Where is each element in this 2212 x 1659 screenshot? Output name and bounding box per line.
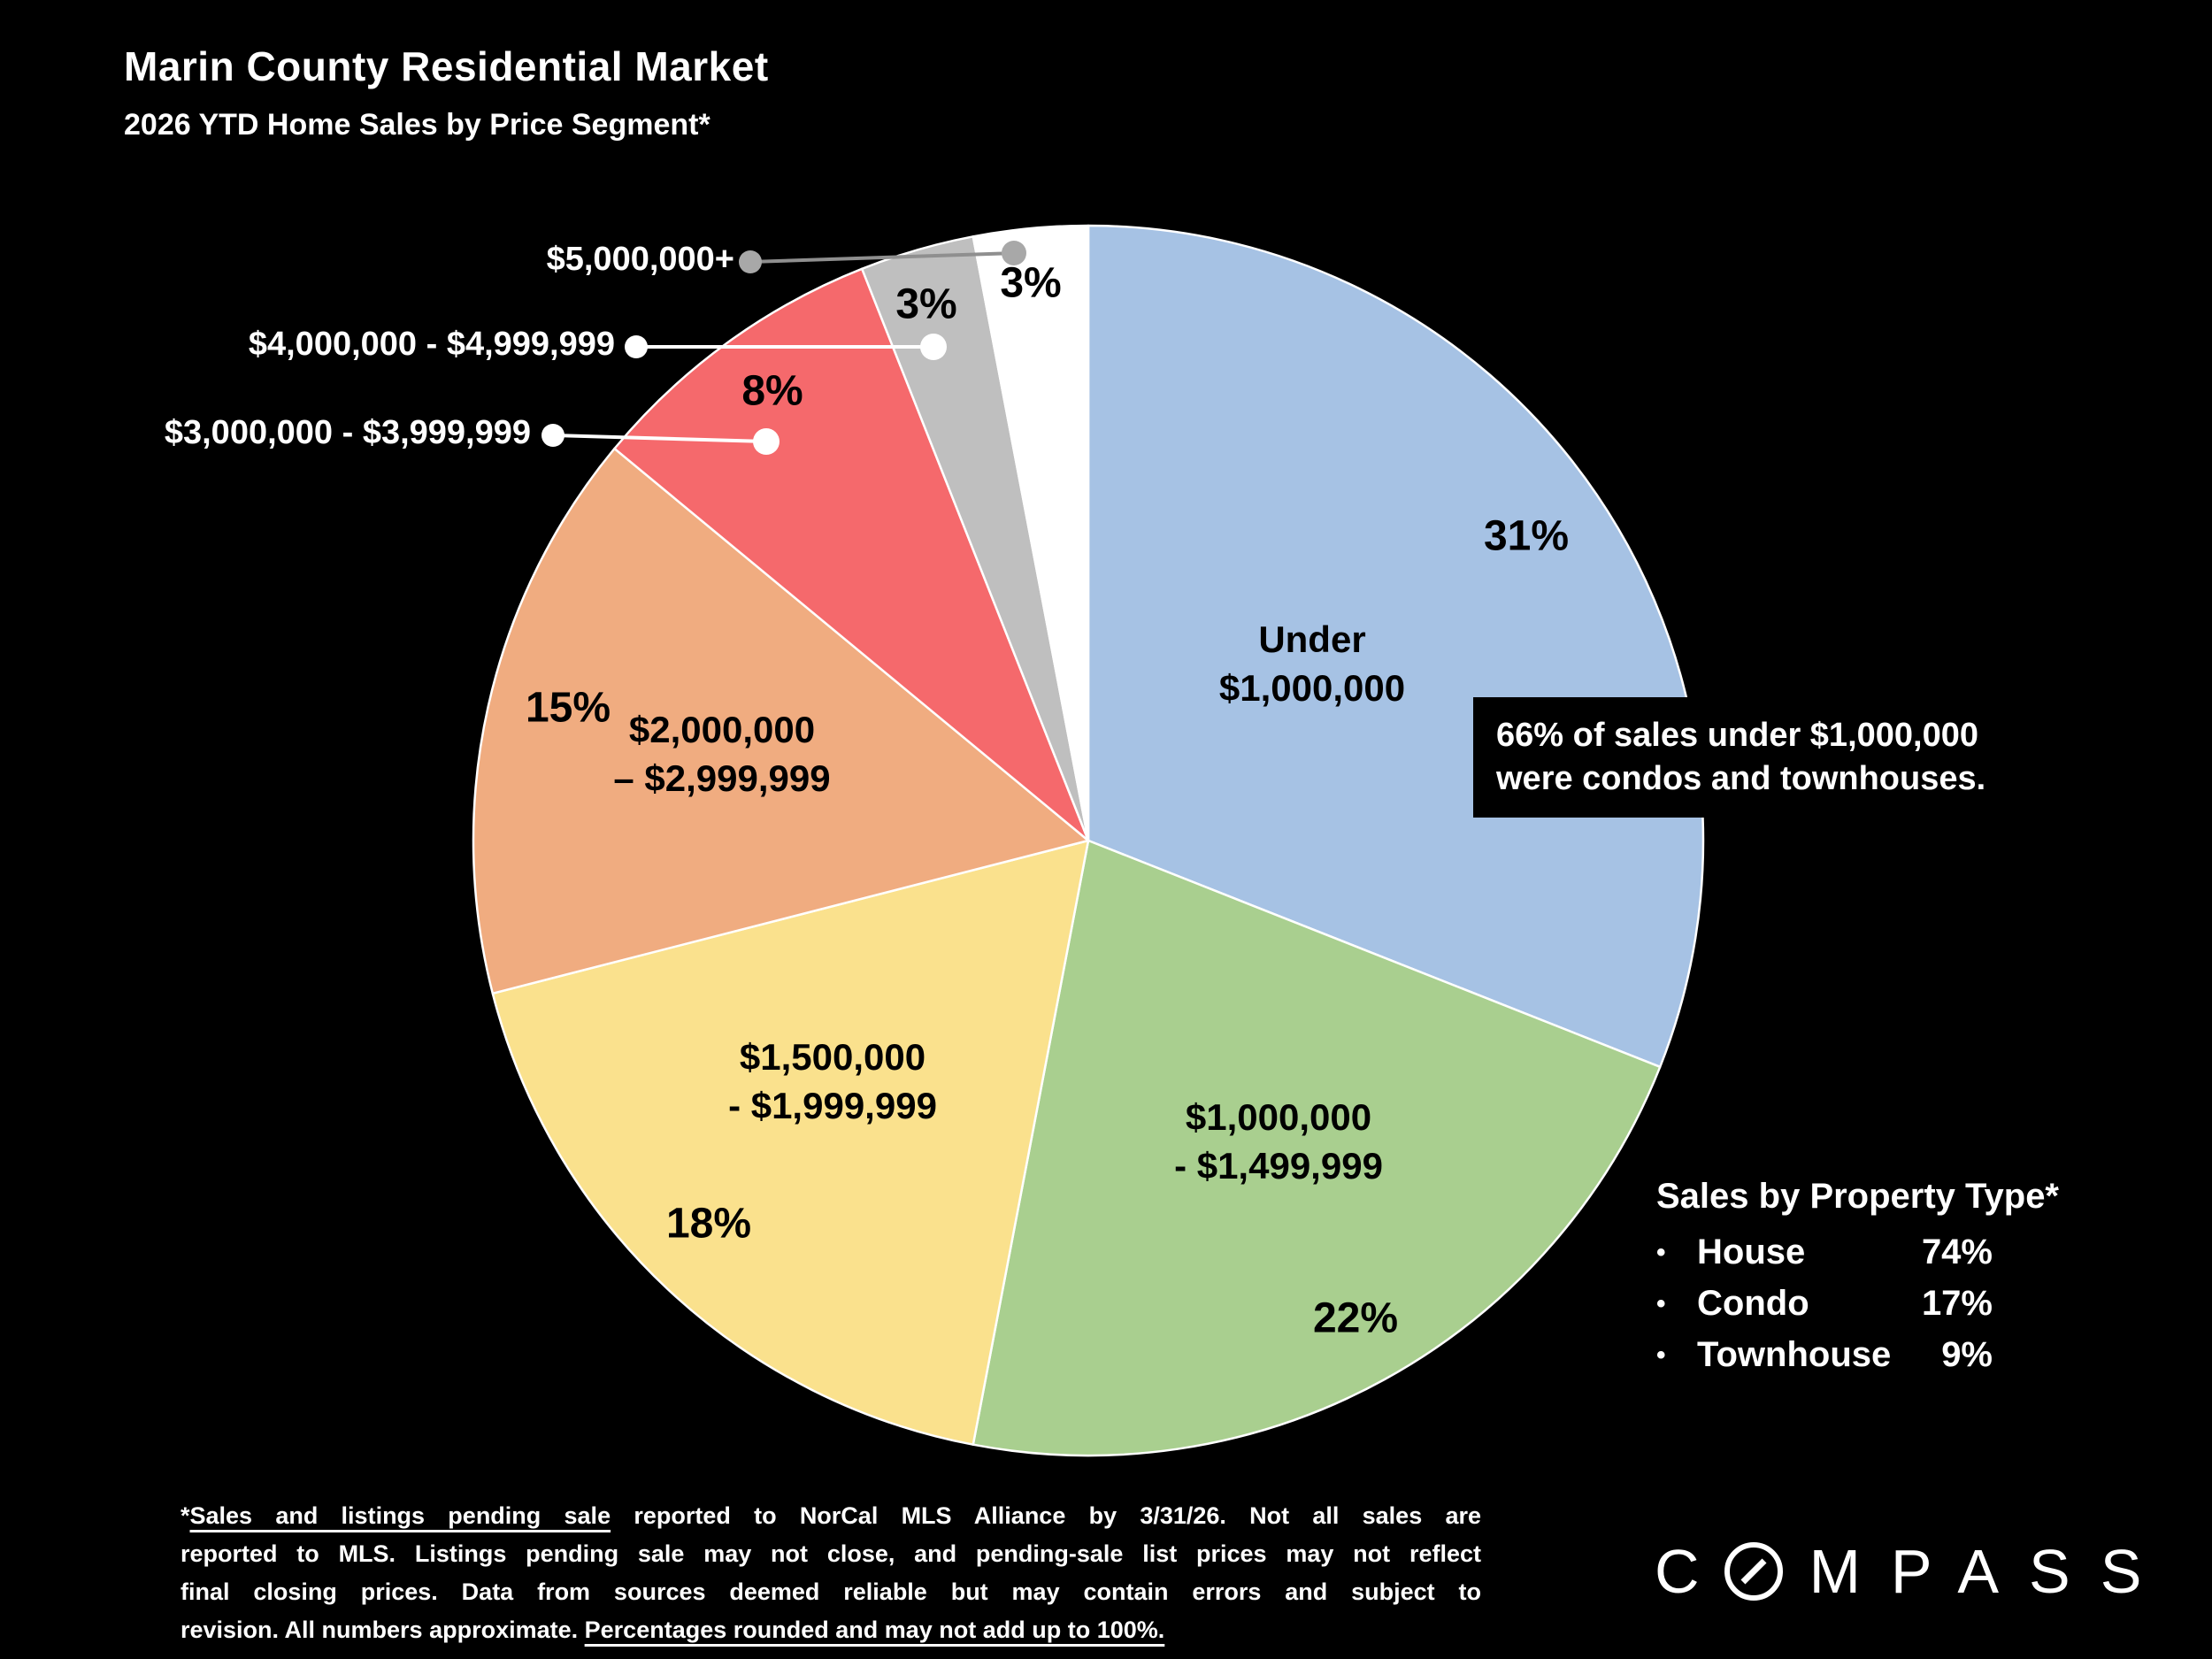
slice-name-1m-1499: $1,000,000 - $1,499,999 bbox=[1174, 1093, 1383, 1190]
bullet-icon: • bbox=[1656, 1288, 1666, 1318]
bullet-icon: • bbox=[1656, 1340, 1666, 1370]
slice-pct-1m-1499: 22% bbox=[1312, 1294, 1399, 1342]
pie-slice-3 bbox=[472, 447, 1090, 995]
property-type-panel: Sales by Property Type* • House 74% • Condo 1… bbox=[1656, 1177, 2059, 1375]
property-type-rows: • House 74% • Condo 17% • Townhouse 9% bbox=[1656, 1233, 1993, 1375]
compass-logo: C MPASS bbox=[1655, 1536, 2171, 1607]
disclaimer-underlined-text: Sales and listings pending sale bbox=[189, 1502, 611, 1529]
property-type-value: 17% bbox=[1921, 1284, 1993, 1323]
slice-name-line: - $1,999,999 bbox=[728, 1085, 937, 1126]
slice-name-15m-1999: $1,500,000 - $1,999,999 bbox=[728, 1033, 937, 1130]
segment-label-5m-plus: $5,000,000+ bbox=[546, 241, 734, 278]
disclaimer-line: revision. All numbers approximate. Perce… bbox=[180, 1611, 1481, 1649]
annotation-line: were condos and townhouses. bbox=[1496, 760, 1986, 797]
disclaimer-plain-text: revision. All numbers approximate. bbox=[180, 1617, 585, 1643]
leader-line-5m-plus bbox=[749, 251, 1015, 264]
slice-name-line: $1,000,000 bbox=[1185, 1096, 1372, 1138]
slice-name-line: $2,000,000 bbox=[628, 709, 816, 750]
slice-name-line: $1,500,000 bbox=[739, 1036, 926, 1078]
segment-label-3m: $3,000,000 - $3,999,999 bbox=[164, 414, 531, 451]
logo-letters: C bbox=[1655, 1537, 1730, 1606]
page-title: Marin County Residential Market bbox=[124, 43, 769, 89]
slice-name-line: – $2,999,999 bbox=[613, 757, 831, 799]
slice-pct-3m-3999: 8% bbox=[741, 367, 803, 415]
annotation-line: 66% of sales under $1,000,000 bbox=[1496, 717, 1978, 754]
logo-letters: MPASS bbox=[1809, 1537, 2172, 1606]
bullet-icon: • bbox=[1656, 1237, 1666, 1267]
disclaimer-plain-text: final closing prices. Data from sources … bbox=[180, 1578, 1481, 1605]
disclaimer-text: *Sales and listings pending sale reporte… bbox=[180, 1497, 1481, 1649]
property-type-row: • Townhouse 9% bbox=[1656, 1335, 1993, 1375]
disclaimer-underlined-text: Percentages rounded and may not add up t… bbox=[584, 1617, 1165, 1643]
annotation-callout: 66% of sales under $1,000,000 were condo… bbox=[1473, 697, 2053, 818]
pie-slice-2 bbox=[491, 839, 1090, 1446]
slice-pct-2m-2999: 15% bbox=[525, 684, 611, 732]
slice-name-line: $1,000,000 bbox=[1218, 667, 1406, 709]
property-type-value: 9% bbox=[1941, 1335, 1993, 1374]
disclaimer-line: *Sales and listings pending sale reporte… bbox=[180, 1497, 1481, 1535]
property-type-name: Townhouse bbox=[1697, 1335, 1892, 1374]
compass-o-icon bbox=[1724, 1542, 1783, 1601]
slice-pct-5m-plus: 3% bbox=[1000, 259, 1062, 307]
leader-line-3m bbox=[552, 434, 767, 443]
pie-slice-6 bbox=[972, 224, 1090, 842]
slice-name-2m-2999: $2,000,000 – $2,999,999 bbox=[613, 705, 830, 803]
leader-dot-3m-start bbox=[541, 424, 565, 447]
slice-pct-4m-4999: 3% bbox=[895, 280, 957, 328]
pie-slice-4 bbox=[613, 267, 1090, 842]
compass-needle-icon bbox=[1740, 1558, 1767, 1585]
slice-pct-15m-1999: 18% bbox=[665, 1200, 752, 1248]
leader-dot-3m-end bbox=[753, 428, 780, 455]
disclaimer-plain-text: * bbox=[180, 1502, 190, 1529]
segment-label-4m: $4,000,000 - $4,999,999 bbox=[248, 326, 615, 363]
leader-dot-5m-plus-start bbox=[739, 250, 762, 273]
slice-pct-under-1m: 31% bbox=[1483, 512, 1570, 560]
pie-slice-0 bbox=[1087, 224, 1705, 1069]
disclaimer-plain-text: reported to MLS. Listings pending sale m… bbox=[180, 1540, 1481, 1567]
page-subtitle: 2026 YTD Home Sales by Price Segment* bbox=[124, 108, 710, 142]
disclaimer-line: reported to MLS. Listings pending sale m… bbox=[180, 1535, 1481, 1573]
property-type-name: House bbox=[1697, 1233, 1806, 1271]
slice-name-line: Under bbox=[1258, 618, 1366, 660]
pie-slice-1 bbox=[972, 839, 1662, 1457]
slice-name-line: - $1,499,999 bbox=[1174, 1145, 1383, 1187]
leader-dot-4m-start bbox=[625, 335, 648, 358]
leader-dot-5m-plus-end bbox=[1002, 241, 1026, 265]
property-type-value: 74% bbox=[1921, 1233, 1993, 1271]
disclaimer-line: final closing prices. Data from sources … bbox=[180, 1573, 1481, 1611]
slice-name-under-1m: Under $1,000,000 bbox=[1219, 615, 1405, 712]
property-type-heading: Sales by Property Type* bbox=[1656, 1177, 2059, 1216]
property-type-name: Condo bbox=[1697, 1284, 1809, 1323]
leader-dot-4m-end bbox=[920, 334, 947, 360]
disclaimer-plain-text: reported to NorCal MLS Alliance by 3/31/… bbox=[611, 1502, 1481, 1529]
property-type-row: • House 74% bbox=[1656, 1233, 1993, 1272]
property-type-row: • Condo 17% bbox=[1656, 1284, 1993, 1324]
